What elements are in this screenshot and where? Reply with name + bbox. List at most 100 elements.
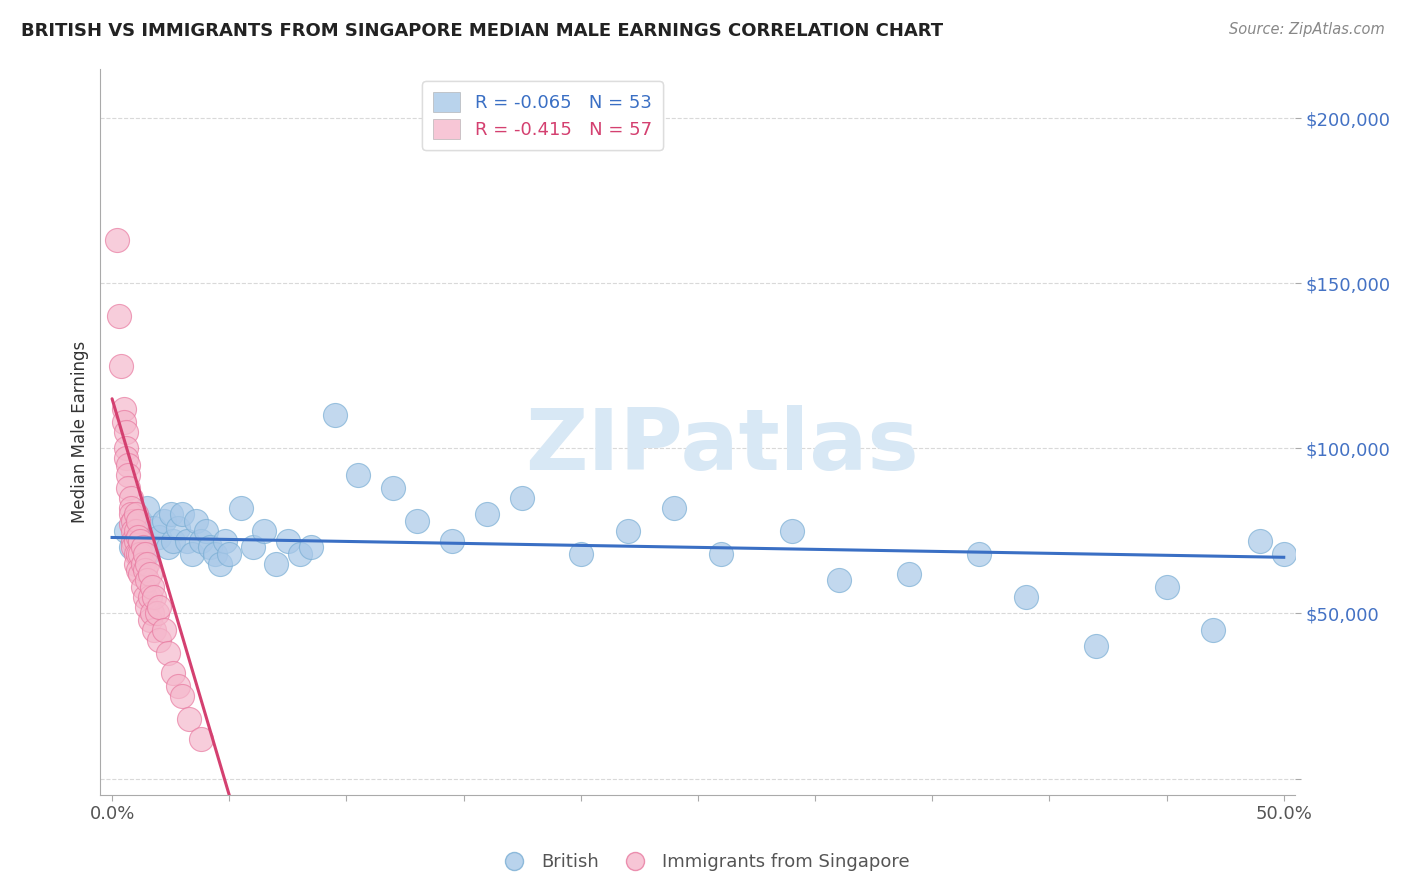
Point [117, 467, 139, 482]
Point [122, 514, 145, 528]
Point [1249, 533, 1271, 548]
Point [127, 564, 149, 578]
Point [897, 566, 920, 581]
Point [277, 533, 299, 548]
Text: ZIPatlas: ZIPatlas [524, 405, 918, 488]
Point [200, 541, 222, 555]
Point [172, 689, 194, 703]
Point [242, 541, 264, 555]
Point [664, 500, 686, 515]
Point [162, 533, 184, 548]
Point [138, 590, 160, 604]
Point [157, 646, 180, 660]
Point [616, 524, 638, 538]
Point [131, 557, 153, 571]
Point [152, 623, 174, 637]
Point [204, 547, 226, 561]
Point [112, 401, 135, 416]
Point [159, 508, 181, 522]
Point [172, 508, 194, 522]
Point [115, 524, 138, 538]
Point [136, 574, 159, 588]
Point [229, 500, 252, 515]
Point [122, 524, 145, 538]
Point [138, 566, 160, 581]
Point [136, 547, 159, 561]
Point [405, 514, 427, 528]
Point [120, 517, 142, 532]
Point [264, 557, 287, 571]
Point [1202, 623, 1225, 637]
Point [117, 458, 139, 472]
Point [120, 500, 142, 515]
Point [1156, 580, 1178, 594]
Point [299, 541, 322, 555]
Point [120, 491, 142, 505]
Point [115, 425, 138, 439]
Point [110, 359, 132, 373]
Point [141, 607, 163, 621]
Point [186, 514, 208, 528]
Point [124, 533, 146, 548]
Point [129, 533, 152, 548]
Point [124, 557, 146, 571]
Point [131, 541, 153, 555]
Point [1015, 590, 1038, 604]
Point [136, 557, 159, 571]
Y-axis label: Median Male Earnings: Median Male Earnings [72, 341, 89, 523]
Point [127, 514, 149, 528]
Point [440, 533, 463, 548]
Point [148, 599, 170, 614]
Point [120, 541, 142, 555]
Point [145, 607, 167, 621]
Point [122, 541, 145, 555]
Point [475, 508, 498, 522]
Point [347, 467, 370, 482]
Point [194, 524, 217, 538]
Point [176, 533, 198, 548]
Point [115, 451, 138, 466]
Point [152, 514, 174, 528]
Point [180, 547, 202, 561]
Point [218, 547, 240, 561]
Point [105, 233, 128, 247]
Point [129, 566, 152, 581]
Point [134, 564, 156, 578]
Point [124, 508, 146, 522]
Point [148, 531, 170, 545]
Point [967, 547, 990, 561]
Point [124, 508, 146, 522]
Point [162, 665, 184, 680]
Point [157, 541, 180, 555]
Point [127, 547, 149, 561]
Point [122, 533, 145, 548]
Point [141, 580, 163, 594]
Point [143, 623, 166, 637]
Point [569, 547, 592, 561]
Point [134, 547, 156, 561]
Point [124, 524, 146, 538]
Point [148, 632, 170, 647]
Point [112, 415, 135, 429]
Point [143, 590, 166, 604]
Point [129, 514, 152, 528]
Point [288, 547, 311, 561]
Point [115, 442, 138, 456]
Point [166, 520, 188, 534]
Point [120, 508, 142, 522]
Point [129, 547, 152, 561]
Point [214, 533, 236, 548]
Point [136, 500, 159, 515]
Point [131, 533, 153, 548]
Point [127, 531, 149, 545]
Point [323, 409, 346, 423]
Point [143, 520, 166, 534]
Point [166, 679, 188, 693]
Legend: R = -0.065   N = 53, R = -0.415   N = 57: R = -0.065 N = 53, R = -0.415 N = 57 [422, 81, 662, 150]
Point [780, 524, 803, 538]
Point [253, 524, 276, 538]
Point [208, 557, 231, 571]
Text: Source: ZipAtlas.com: Source: ZipAtlas.com [1229, 22, 1385, 37]
Point [1085, 640, 1108, 654]
Point [190, 533, 212, 548]
